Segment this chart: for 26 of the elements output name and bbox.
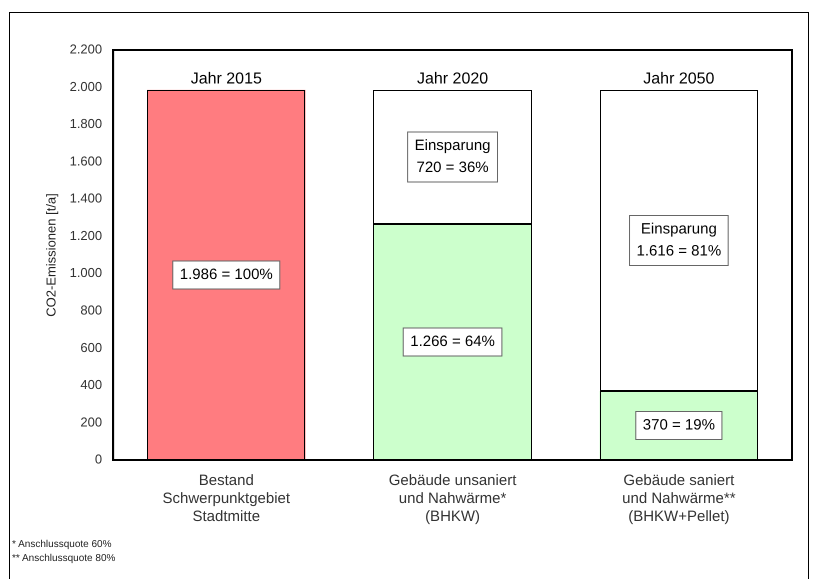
text: * Anschlussquote 60% xyxy=(12,538,113,552)
data-label: Einsparung 720 = 36% xyxy=(414,137,491,176)
y-tick-label: 1.800 xyxy=(70,116,102,132)
y-tick-label: 400 xyxy=(80,377,102,392)
y-tick-label: 2.200 xyxy=(70,42,102,57)
data-label: 1.986 = 100% xyxy=(180,266,273,284)
annotation: Jahr 2020 xyxy=(416,70,488,88)
text: ** Anschlussquote 80% xyxy=(12,552,116,566)
x-tick-label: Gebäude unsaniert und Nahwärme* (BHKW) xyxy=(388,472,518,526)
data-label: 370 = 19% xyxy=(642,416,715,434)
y-tick-label: 0 xyxy=(94,452,102,467)
y-tick-label: 1.400 xyxy=(70,190,102,206)
annotation: Jahr 2050 xyxy=(643,70,715,88)
y-tick-label: 600 xyxy=(80,340,102,355)
y-tick-label: 800 xyxy=(80,302,102,318)
y-axis-title: CO2-Emissionen [t/a] xyxy=(43,193,58,317)
y-tick-label: 2.000 xyxy=(70,78,102,94)
y-tick-label: 1.200 xyxy=(70,228,102,243)
x-tick-label: Gebäude saniert und Nahwärme** (BHKW+Pellet) xyxy=(622,472,736,526)
data-label: Einsparung 1.616 = 81% xyxy=(636,220,722,260)
y-tick-label: 1.600 xyxy=(70,153,102,168)
annotation: Jahr 2015 xyxy=(190,70,262,88)
data-label: 1.266 = 64% xyxy=(410,333,495,350)
y-tick-label: 1.000 xyxy=(70,265,102,280)
y-tick-label: 200 xyxy=(80,414,102,430)
x-tick-label: Bestand Schwerpunktgebiet Stadtmitte xyxy=(162,472,291,526)
